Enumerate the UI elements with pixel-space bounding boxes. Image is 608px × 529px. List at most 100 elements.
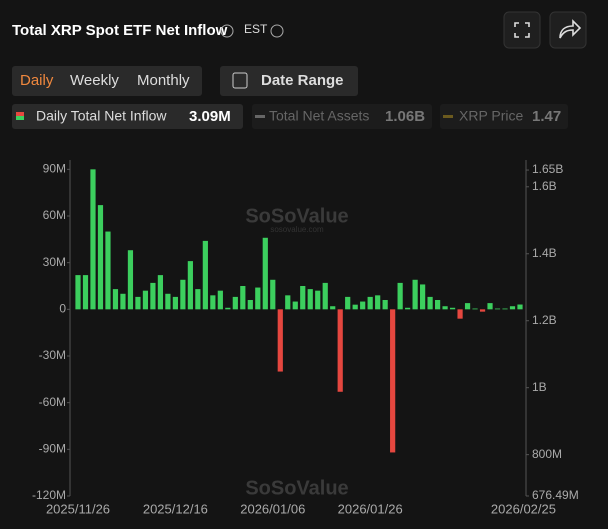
- y-tick-label: -60M: [39, 395, 66, 409]
- bar: [195, 289, 201, 310]
- bar: [307, 289, 313, 310]
- date-range-button[interactable]: [220, 66, 358, 96]
- legend-label[interactable]: Total Net Assets: [269, 108, 369, 124]
- bar: [180, 279, 186, 310]
- bar: [390, 309, 396, 453]
- bar: [397, 282, 403, 310]
- legend-item-bg: [12, 104, 243, 129]
- bar: [412, 279, 418, 310]
- info-icon[interactable]: [220, 24, 234, 38]
- bar: [345, 296, 351, 310]
- legend-label[interactable]: XRP Price: [459, 108, 524, 124]
- bar: [509, 306, 516, 310]
- legend-label[interactable]: Daily Total Net Inflow: [36, 108, 167, 124]
- x-tick-label: 2026/01/06: [240, 501, 305, 516]
- bar: [217, 290, 223, 310]
- bar: [210, 295, 216, 310]
- bar: [494, 308, 501, 310]
- bar: [337, 309, 343, 392]
- bar: [300, 286, 306, 310]
- bar: [157, 275, 164, 310]
- x-tick-label: 2025/12/16: [143, 501, 208, 516]
- tab-group: [12, 66, 202, 96]
- y-tick-label: -30M: [39, 348, 66, 362]
- bar: [472, 308, 478, 310]
- y2-tick-label: 1.6B: [532, 179, 557, 193]
- tab[interactable]: Daily: [20, 72, 54, 89]
- fullscreen-button[interactable]: [503, 11, 541, 49]
- bar: [487, 303, 493, 310]
- bar: [187, 261, 193, 310]
- bar: [382, 300, 388, 310]
- bar: [277, 309, 283, 372]
- bar: [165, 293, 171, 310]
- y-tick-label: 0: [59, 302, 66, 316]
- bar: [285, 295, 291, 310]
- bar: [150, 282, 156, 310]
- bar: [112, 289, 119, 310]
- y2-tick-label: 1.65B: [532, 162, 563, 176]
- watermark-sub: sosovalue.com: [270, 225, 324, 234]
- info-icon[interactable]: [270, 24, 284, 38]
- bar: [457, 309, 463, 319]
- bar: [322, 282, 328, 310]
- bar: [427, 296, 433, 310]
- bar: [270, 279, 276, 310]
- bar: [292, 301, 298, 310]
- legend-item-bg: [440, 104, 568, 129]
- legend-value: 1.47: [532, 108, 561, 125]
- bar: [97, 205, 104, 310]
- tab[interactable]: Weekly: [70, 72, 119, 89]
- x-tick-label: 2025/11/26: [46, 501, 110, 516]
- bar: [82, 275, 89, 310]
- date-range-label[interactable]: Date Range: [261, 72, 344, 89]
- timezone[interactable]: EST: [244, 22, 268, 36]
- watermark: SoSoValue: [245, 477, 348, 499]
- bar: [135, 296, 141, 310]
- x-tick-label: 2026/02/25: [491, 501, 556, 516]
- bar: [315, 290, 321, 310]
- bar: [517, 304, 523, 310]
- legend-swatch: [443, 115, 453, 118]
- y2-tick-label: 1B: [532, 380, 547, 394]
- bar: [262, 237, 268, 310]
- legend-item-bg: [252, 104, 432, 129]
- bar: [502, 308, 508, 310]
- legend-value: 1.06B: [385, 108, 425, 125]
- y-tick-label: 30M: [43, 255, 66, 269]
- bar: [330, 306, 336, 310]
- legend-value: 3.09M: [189, 108, 231, 125]
- bar: [240, 286, 246, 310]
- y2-tick-label: 800M: [532, 447, 562, 461]
- y2-tick-label: 676.49M: [532, 488, 579, 502]
- bar: [120, 293, 126, 310]
- tab[interactable]: Monthly: [137, 72, 190, 89]
- bar: [202, 240, 208, 310]
- bar: [90, 169, 96, 310]
- y-tick-label: 60M: [43, 208, 66, 222]
- bar: [479, 309, 486, 312]
- calendar-icon: [232, 72, 248, 89]
- bar: [75, 275, 81, 310]
- bar: [142, 290, 149, 310]
- bar: [464, 303, 471, 310]
- y2-tick-label: 1.4B: [532, 246, 557, 260]
- bar: [405, 307, 411, 310]
- legend-swatch: [255, 115, 265, 118]
- bar: [232, 296, 238, 310]
- bar: [255, 287, 261, 310]
- bar: [352, 304, 358, 310]
- legend-swatch: [16, 116, 24, 120]
- bar: [127, 250, 134, 310]
- y2-tick-label: 1.2B: [532, 313, 557, 327]
- bar: [442, 306, 448, 310]
- x-tick-label: 2026/01/26: [338, 501, 403, 516]
- bar: [247, 300, 253, 310]
- bar: [105, 231, 111, 310]
- bar: [375, 295, 381, 310]
- bar: [367, 296, 373, 310]
- bar: [225, 307, 231, 310]
- y-tick-label: -120M: [32, 488, 66, 502]
